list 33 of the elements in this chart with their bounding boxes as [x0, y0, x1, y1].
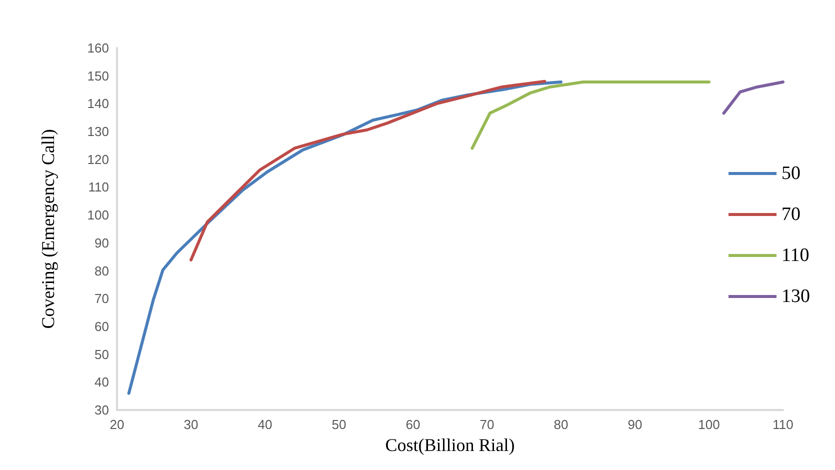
- y-tick-label: 30: [94, 402, 109, 418]
- y-tick-label: 160: [87, 40, 109, 56]
- legend-label: 130: [782, 286, 810, 307]
- y-tick-label: 60: [94, 318, 109, 334]
- legend-label: 70: [782, 204, 800, 225]
- x-tick-label: 50: [332, 417, 346, 432]
- x-tick-label: 110: [772, 417, 794, 432]
- x-axis-title: Cost(Billion Rial): [385, 435, 515, 455]
- line-series: [470, 80, 710, 150]
- x-tick-label: 80: [554, 417, 568, 432]
- x-tick-label: 70: [480, 417, 494, 432]
- x-tick-label: 90: [628, 417, 642, 432]
- y-axis-title: Covering (Emergency Call): [38, 129, 58, 329]
- y-tick-label: 40: [94, 374, 109, 390]
- y-tick-label: 90: [94, 235, 109, 250]
- x-tick-label: 40: [258, 417, 272, 432]
- x-tick-label: 20: [110, 417, 124, 432]
- y-tick-label: 100: [87, 208, 109, 223]
- x-tick-label: 100: [698, 417, 720, 432]
- y-tick-label: 50: [94, 346, 109, 362]
- x-tick-label: 60: [406, 417, 420, 432]
- y-tick-label: 130: [87, 124, 109, 140]
- line-series: [190, 80, 546, 262]
- y-tick-label: 140: [87, 96, 109, 112]
- legend-label: 50: [782, 163, 800, 184]
- y-tick-label: 110: [88, 180, 109, 195]
- x-tick-label: 30: [184, 417, 198, 432]
- y-tick-label: 70: [94, 291, 109, 306]
- y-tick-label: 80: [94, 263, 109, 278]
- legend-label: 110: [782, 245, 810, 266]
- y-tick-label: 120: [87, 152, 109, 167]
- y-tick-label: 150: [87, 68, 109, 84]
- line-series: [722, 80, 784, 115]
